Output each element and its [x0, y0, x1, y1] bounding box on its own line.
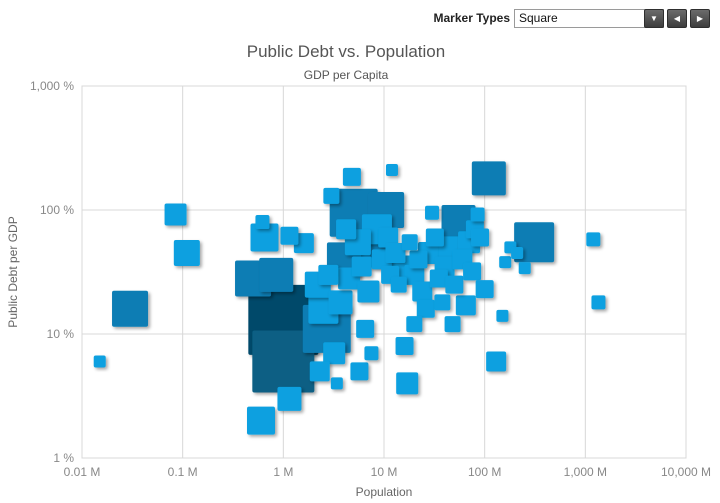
grid-lines [81, 85, 687, 459]
data-point [429, 269, 448, 288]
marker-types-selected-value: Square [519, 11, 558, 25]
y-tick-label: 1 % [53, 451, 74, 465]
data-point [412, 281, 433, 302]
data-point [350, 362, 369, 381]
data-point [416, 299, 435, 318]
data-point [164, 203, 187, 226]
data-point [342, 167, 361, 186]
x-tick-label: 10,000 M [661, 465, 711, 479]
data-point [425, 228, 444, 247]
marker-types-toolbar: Marker Types Square ▼ ◀ ▶ [434, 7, 710, 29]
data-point [586, 232, 601, 247]
data-point [401, 234, 418, 251]
data-point [318, 264, 339, 285]
data-point [309, 361, 330, 382]
data-point [378, 227, 399, 248]
data-point [323, 187, 340, 204]
data-point [425, 205, 440, 220]
x-axis-ticks: 0.01 M 0.1 M 1 M 10 M 100 M 1,000 M 10,000 M [64, 465, 711, 479]
data-point [112, 290, 149, 327]
data-point [259, 257, 294, 292]
marker-types-label: Marker Types [433, 11, 510, 25]
data-point [247, 406, 276, 435]
data-point [470, 207, 485, 222]
data-point [357, 280, 380, 303]
data-point [499, 256, 512, 269]
data-points [93, 161, 606, 435]
data-point [463, 262, 482, 281]
x-tick-label: 0.1 M [168, 465, 198, 479]
x-axis-title: Population [356, 485, 413, 499]
data-point [518, 262, 531, 275]
data-point [250, 223, 279, 252]
data-point [330, 377, 343, 390]
data-point [471, 228, 490, 247]
chevron-right-icon[interactable]: ▶ [690, 8, 710, 28]
x-tick-label: 0.01 M [64, 465, 101, 479]
data-point [591, 295, 606, 310]
data-point [406, 316, 423, 333]
data-point [455, 295, 476, 316]
chart-subtitle: GDP per Capita [304, 68, 389, 82]
data-point [280, 226, 299, 245]
marker-types-select[interactable]: Square ▼ [514, 8, 664, 28]
data-point [396, 372, 419, 395]
data-point [93, 355, 106, 368]
data-point [255, 215, 270, 230]
y-tick-label: 100 % [40, 203, 74, 217]
data-point [514, 222, 555, 263]
data-point [323, 342, 346, 365]
data-point [364, 346, 379, 361]
data-point [434, 294, 451, 311]
data-point [511, 247, 524, 260]
chevron-down-icon[interactable]: ▼ [644, 8, 664, 28]
data-point [496, 309, 509, 322]
data-point [475, 280, 494, 299]
data-point [328, 290, 353, 315]
data-point [385, 243, 406, 264]
data-point [486, 351, 507, 372]
y-axis-ticks: 1 % 10 % 100 % 1,000 % [30, 79, 74, 465]
y-tick-label: 10 % [47, 327, 75, 341]
data-point [471, 161, 506, 196]
data-point [351, 256, 372, 277]
chart-title: Public Debt vs. Population [247, 42, 445, 61]
data-point [252, 330, 315, 393]
data-point [293, 233, 314, 254]
data-point [395, 337, 414, 356]
chevron-left-icon[interactable]: ◀ [667, 8, 687, 28]
x-tick-label: 1 M [273, 465, 293, 479]
x-tick-label: 1,000 M [564, 465, 607, 479]
data-point [444, 316, 461, 333]
data-point [409, 250, 428, 269]
data-point [356, 319, 375, 338]
data-point [385, 164, 398, 177]
data-point [445, 275, 464, 294]
data-point [173, 240, 200, 267]
x-tick-label: 100 M [468, 465, 501, 479]
y-tick-label: 1,000 % [30, 79, 74, 93]
data-point [390, 276, 407, 293]
data-point [336, 219, 357, 240]
data-point [404, 264, 425, 285]
data-point [277, 386, 302, 411]
y-axis-title: Public Debt per GDP [6, 216, 20, 327]
x-tick-label: 10 M [371, 465, 398, 479]
